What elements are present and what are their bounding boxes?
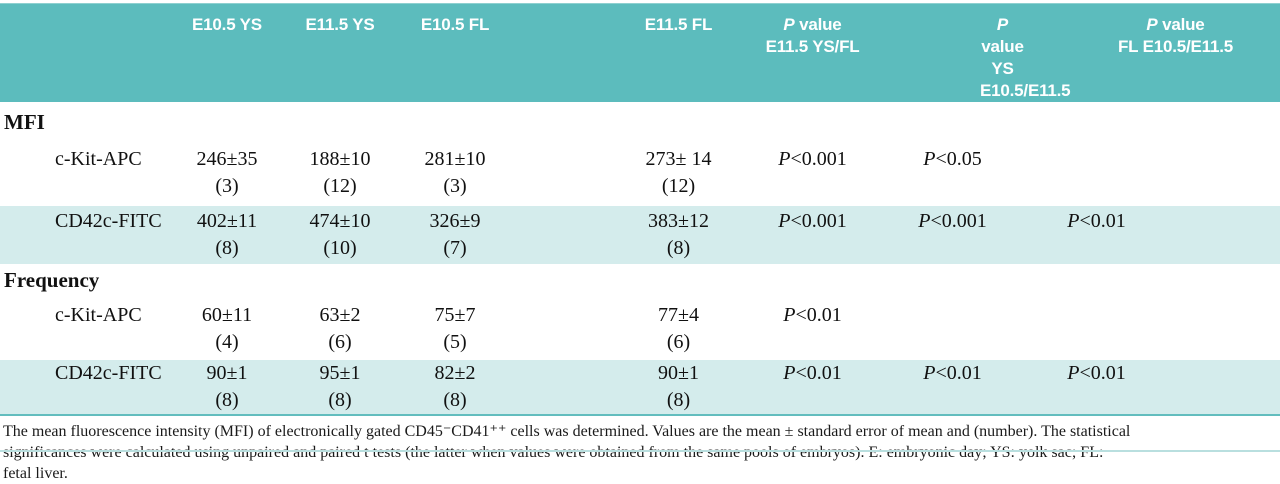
table-row-freq-cd42c: CD42c-FITC 90±1 (8) 95±1 (8) 82±2 (8) 90±1(… xyxy=(0,360,1280,416)
p-value-cell: P<0.001 xyxy=(745,206,880,264)
p-value-cell xyxy=(880,298,1025,360)
p-value-line: P value xyxy=(783,15,842,34)
table-footnote: The mean fluorescence intensity (MFI) of… xyxy=(0,421,1280,484)
comparison-line: FL E10.5/E11.5 xyxy=(1117,37,1234,56)
header-row: E10.5 YS E11.5 YS E10.5 FL E11.5 FL P va… xyxy=(0,3,1280,102)
p-value-cell xyxy=(1025,140,1280,206)
table-row-mfi-cd42c: CD42c-FITC 402±11 (8) 474±10 (10) 326±9 (7)… xyxy=(0,206,1280,264)
column-header-pvalue-e115-ysfl: P value E11.5 YS/FL xyxy=(745,3,880,102)
section-header-frequency: Frequency xyxy=(0,264,1280,298)
column-header-e105-ys: E10.5 YS xyxy=(162,3,292,102)
results-table: E10.5 YS E11.5 YS E10.5 FL E11.5 FL P va… xyxy=(0,3,1280,416)
comparison-line: YS E10.5/E11.5 xyxy=(980,59,1071,100)
value-cell: 273± 14 (12) xyxy=(645,148,712,197)
column-header-e115-fl: E11.5 FL xyxy=(522,3,745,102)
value-cell: 75±7 (5) xyxy=(434,304,476,353)
value-cell: 60±11 (4) xyxy=(201,304,253,353)
p-value-cell: P<0.001 xyxy=(880,206,1025,264)
footnote-line: fetal liver. xyxy=(3,465,68,482)
value-cell: 246±35 (3) xyxy=(196,148,258,197)
value-cell: 63±2 (6) xyxy=(319,304,361,353)
column-header-empty xyxy=(0,3,162,102)
value-cell: 383±12 (8) xyxy=(522,206,745,264)
p-value-cell: P<0.001 xyxy=(778,148,847,170)
section-label: Frequency xyxy=(4,268,100,292)
bottom-divider xyxy=(0,450,1280,452)
table-row-freq-ckit: c-Kit-APC 60±11 (4) 63±2 (6) 75±7 (5) 77±4(… xyxy=(0,298,1280,360)
p-value-cell: P<0.01 xyxy=(880,360,1025,416)
row-label: CD42c-FITC xyxy=(0,360,162,416)
p-value-line: P value xyxy=(1146,15,1205,34)
value-cell: 82±2 (8) xyxy=(388,360,522,416)
value-cell: 77±4 (6) xyxy=(658,304,699,353)
column-header-pvalue-fl: P value FL E10.5/E11.5 xyxy=(1025,3,1280,102)
row-label: CD42c-FITC xyxy=(0,206,162,264)
row-label: c-Kit-APC xyxy=(55,148,142,170)
p-value-cell: P<0.01 xyxy=(1025,360,1280,416)
value-cell: 281±10 (3) xyxy=(424,148,486,197)
table-row-mfi-ckit: c-Kit-APC 246±35 (3) 188±10 (12) 281±10 (3)… xyxy=(0,140,1280,206)
p-value-cell xyxy=(1025,298,1280,360)
footnote-line: The mean fluorescence intensity (MFI) of… xyxy=(3,423,1131,440)
value-cell: 90±1 (8) xyxy=(522,360,745,416)
footnote-line: significances were calculated using unpa… xyxy=(3,444,1104,461)
value-cell: 90±1 (8) xyxy=(162,360,292,416)
p-value-cell: P<0.01 xyxy=(783,304,842,326)
section-label: MFI xyxy=(4,110,45,134)
value-cell: 402±11 (8) xyxy=(162,206,292,264)
value-cell: 188±10 (12) xyxy=(309,148,371,197)
column-header-pvalue-ys: P value YS E10.5/E11.5 xyxy=(880,3,1071,102)
column-header-e115-ys: E11.5 YS xyxy=(292,3,388,102)
value-cell: 326±9 (7) xyxy=(388,206,522,264)
p-value-cell: P<0.05 xyxy=(923,148,982,170)
p-value-line: P value xyxy=(981,15,1024,56)
row-label: c-Kit-APC xyxy=(55,304,142,326)
p-value-cell: P<0.01 xyxy=(1025,206,1280,264)
value-cell: 474±10 (10) xyxy=(292,206,388,264)
section-header-mfi: MFI xyxy=(0,102,1280,140)
column-header-e105-fl: E10.5 FL xyxy=(388,3,522,102)
value-cell: 95±1 (8) xyxy=(292,360,388,416)
p-value-cell: P<0.01 xyxy=(745,360,880,416)
comparison-line: E11.5 YS/FL xyxy=(765,37,860,56)
